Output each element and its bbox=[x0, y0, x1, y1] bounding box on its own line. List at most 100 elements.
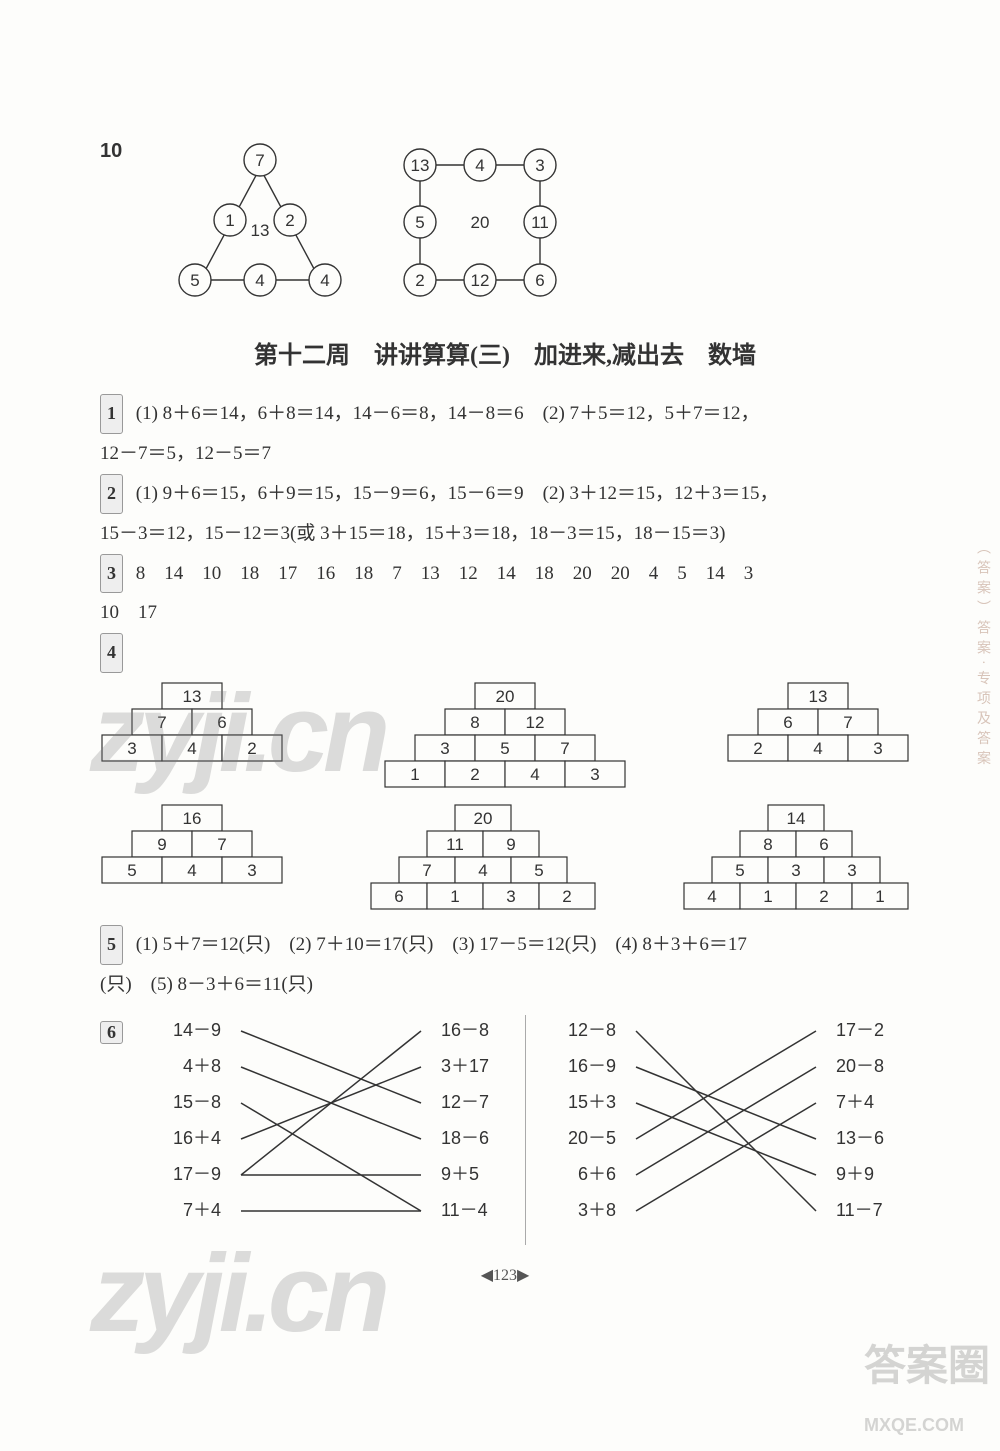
svg-text:16－8: 16－8 bbox=[441, 1020, 489, 1040]
svg-text:2: 2 bbox=[562, 887, 571, 906]
svg-text:2: 2 bbox=[819, 887, 828, 906]
svg-text:1: 1 bbox=[450, 887, 459, 906]
svg-text:15－8: 15－8 bbox=[173, 1092, 221, 1112]
q2: 2 (1) 9＋6＝15，6＋9＝15，15－9＝6，15－6＝9 (2) 3＋… bbox=[100, 474, 910, 514]
svg-text:16－9: 16－9 bbox=[568, 1056, 616, 1076]
q10-number: 10 bbox=[100, 140, 130, 163]
tri-midR: 2 bbox=[285, 211, 294, 230]
pyramid: 13 7 6 3 4 2 bbox=[100, 681, 284, 763]
page-number: ◀123▶ bbox=[100, 1265, 910, 1285]
svg-text:12－8: 12－8 bbox=[568, 1020, 616, 1040]
q6-right-matching: 12－816－915＋320－56＋63＋817－220－87＋413－69＋9… bbox=[536, 1015, 910, 1245]
svg-text:3: 3 bbox=[440, 739, 449, 758]
svg-text:15＋3: 15＋3 bbox=[568, 1092, 616, 1112]
svg-text:5: 5 bbox=[534, 861, 543, 880]
svg-text:7: 7 bbox=[560, 739, 569, 758]
svg-text:7＋4: 7＋4 bbox=[183, 1200, 221, 1220]
svg-text:6: 6 bbox=[783, 713, 792, 732]
svg-text:5: 5 bbox=[735, 861, 744, 880]
svg-text:7: 7 bbox=[217, 835, 226, 854]
watermark: zyji.cn bbox=[90, 1230, 384, 1357]
tri-botM: 4 bbox=[255, 271, 264, 290]
q4-pyramids-top: 13763422081235712431367243 bbox=[100, 681, 910, 789]
svg-text:2: 2 bbox=[470, 765, 479, 784]
pyramid: 14865334121 bbox=[682, 803, 910, 911]
q6: 6 14－94＋815－816＋417－97＋416－83＋1712－718－6… bbox=[100, 1015, 910, 1245]
svg-text:3: 3 bbox=[791, 861, 800, 880]
svg-text:13: 13 bbox=[183, 687, 202, 706]
svg-text:13: 13 bbox=[411, 156, 430, 175]
svg-text:17－9: 17－9 bbox=[173, 1164, 221, 1184]
svg-text:9: 9 bbox=[506, 835, 515, 854]
svg-text:3: 3 bbox=[847, 861, 856, 880]
svg-text:20－8: 20－8 bbox=[836, 1056, 884, 1076]
svg-text:8: 8 bbox=[470, 713, 479, 732]
svg-text:6: 6 bbox=[535, 271, 544, 290]
svg-text:2: 2 bbox=[753, 739, 762, 758]
q3: 3 8 14 10 18 17 16 18 7 13 12 14 18 20 2… bbox=[100, 554, 910, 594]
svg-text:13－6: 13－6 bbox=[836, 1128, 884, 1148]
svg-text:1: 1 bbox=[763, 887, 772, 906]
svg-text:3: 3 bbox=[506, 887, 515, 906]
svg-text:6: 6 bbox=[819, 835, 828, 854]
svg-text:16＋4: 16＋4 bbox=[173, 1128, 221, 1148]
svg-text:12: 12 bbox=[526, 713, 545, 732]
svg-text:5: 5 bbox=[415, 213, 424, 232]
side-text: （答案）答案·专项及答案 bbox=[972, 540, 992, 771]
q4-number: 4 bbox=[100, 633, 123, 673]
svg-text:3: 3 bbox=[873, 739, 882, 758]
svg-text:7: 7 bbox=[157, 713, 166, 732]
svg-text:1: 1 bbox=[410, 765, 419, 784]
q1-number: 1 bbox=[100, 394, 123, 434]
svg-text:12: 12 bbox=[471, 271, 490, 290]
page: 10 7 1 2 13 5 4 4 bbox=[0, 0, 1000, 1451]
pyramid: 208123571243 bbox=[383, 681, 627, 789]
svg-text:20: 20 bbox=[496, 687, 515, 706]
svg-text:9＋5: 9＋5 bbox=[441, 1164, 479, 1184]
svg-text:7: 7 bbox=[843, 713, 852, 732]
svg-text:11－4: 11－4 bbox=[441, 1200, 488, 1220]
pyramid: 201197456132 bbox=[369, 803, 597, 911]
svg-text:5: 5 bbox=[127, 861, 136, 880]
svg-text:2: 2 bbox=[247, 739, 256, 758]
svg-text:3＋8: 3＋8 bbox=[578, 1200, 616, 1220]
section-title: 第十二周 讲讲算算(三) 加进来,减出去 数墙 bbox=[100, 335, 910, 370]
svg-text:20: 20 bbox=[471, 213, 490, 232]
q10-row: 10 7 1 2 13 5 4 4 bbox=[100, 140, 910, 305]
svg-text:11: 11 bbox=[531, 213, 549, 232]
svg-text:20: 20 bbox=[474, 809, 493, 828]
q6-left-matching: 14－94＋815－816＋417－97＋416－83＋1712－718－69＋… bbox=[141, 1015, 515, 1245]
q4: 4 bbox=[100, 633, 910, 673]
svg-text:4: 4 bbox=[478, 861, 487, 880]
tri-center: 13 bbox=[251, 221, 270, 240]
svg-text:4: 4 bbox=[475, 156, 484, 175]
svg-text:3: 3 bbox=[535, 156, 544, 175]
svg-text:6＋6: 6＋6 bbox=[578, 1164, 616, 1184]
svg-text:14－9: 14－9 bbox=[173, 1020, 221, 1040]
svg-text:12－7: 12－7 bbox=[441, 1092, 489, 1112]
svg-text:6: 6 bbox=[217, 713, 226, 732]
q4-pyramids-bottom: 169754320119745613214865334121 bbox=[100, 803, 910, 911]
q2-number: 2 bbox=[100, 474, 123, 514]
q5-number: 5 bbox=[100, 925, 123, 965]
svg-text:4: 4 bbox=[813, 739, 822, 758]
q1: 1 (1) 8＋6＝14，6＋8＝14，14－6＝8，14－8＝6 (2) 7＋… bbox=[100, 394, 910, 434]
tri-top: 7 bbox=[255, 151, 264, 170]
svg-text:4: 4 bbox=[530, 765, 539, 784]
svg-text:4: 4 bbox=[187, 739, 196, 758]
svg-text:3: 3 bbox=[247, 861, 256, 880]
svg-text:5: 5 bbox=[500, 739, 509, 758]
corner-logo: 答案圈 MXQE.COM bbox=[864, 1332, 990, 1441]
svg-text:3＋17: 3＋17 bbox=[441, 1056, 489, 1076]
svg-text:7＋4: 7＋4 bbox=[836, 1092, 874, 1112]
svg-text:16: 16 bbox=[183, 809, 202, 828]
q10-square-diagram: 13 4 3 5 20 11 2 12 6 bbox=[390, 140, 570, 305]
q5: 5 (1) 5＋7＝12(只) (2) 7＋10＝17(只) (3) 17－5＝… bbox=[100, 925, 910, 965]
svg-text:4: 4 bbox=[707, 887, 716, 906]
pyramid: 1697543 bbox=[100, 803, 284, 885]
q10-triangle-diagram: 7 1 2 13 5 4 4 bbox=[160, 140, 360, 305]
tri-midL: 1 bbox=[225, 211, 234, 230]
svg-text:3: 3 bbox=[127, 739, 136, 758]
svg-text:17－2: 17－2 bbox=[836, 1020, 884, 1040]
svg-text:20－5: 20－5 bbox=[568, 1128, 616, 1148]
